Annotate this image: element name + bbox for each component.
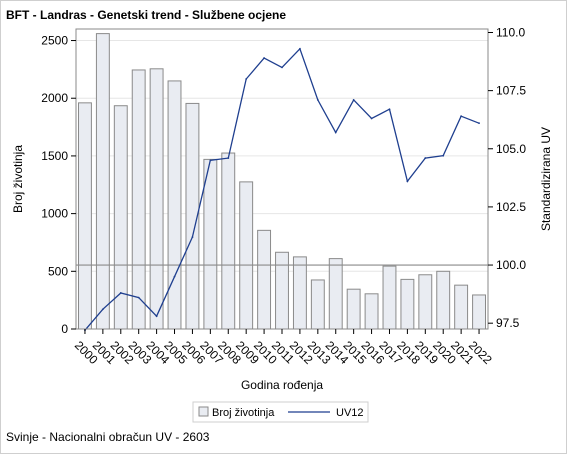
uv12-point-2017 — [388, 108, 391, 111]
uv12-point-2001 — [101, 308, 104, 311]
right-tick-label: 102.5 — [496, 200, 526, 214]
bar-2004 — [149, 68, 164, 330]
uv12-point-2021 — [460, 115, 463, 118]
legend-box — [192, 401, 369, 423]
bar-2009 — [239, 181, 254, 330]
bar-2016 — [364, 293, 379, 330]
uv12-point-2015 — [352, 99, 355, 101]
left-tick-label: 2500 — [41, 34, 68, 48]
legend-label-line: UV12 — [336, 407, 364, 419]
bar-2015 — [346, 288, 361, 330]
bar-2005 — [167, 80, 182, 330]
uv12-point-2007 — [209, 159, 212, 162]
uv12-point-2009 — [245, 78, 248, 80]
bar-2022 — [472, 294, 486, 330]
bar-2014 — [328, 258, 343, 330]
legend: Broj životinja UV12 — [192, 401, 369, 423]
uv12-point-2008 — [227, 157, 230, 159]
uv12-point-2013 — [316, 99, 319, 101]
uv12-point-2014 — [334, 131, 337, 134]
uv12-point-2018 — [406, 180, 409, 183]
uv12-point-2006 — [191, 236, 194, 239]
footnote: Svinje - Nacionalni obračun UV - 2603 — [6, 430, 210, 444]
bar-2020 — [436, 270, 451, 330]
bar-2013 — [310, 279, 325, 330]
bar-2012 — [292, 256, 307, 330]
bar-2021 — [454, 284, 469, 330]
uv12-point-2022 — [478, 122, 480, 125]
left-tick-label: 2000 — [41, 91, 68, 105]
uv12-point-2012 — [299, 47, 301, 50]
left-tick-label: 500 — [48, 264, 68, 278]
chart-title: BFT - Landras - Genetski trend - Služben… — [6, 8, 287, 22]
right-tick-label: 110.0 — [496, 25, 525, 39]
line-series — [84, 47, 480, 332]
axes: 0 500 1000 1500 2000 2500 97.5 100.0 102.5 105.0 1… — [11, 25, 553, 392]
bar-2017 — [382, 265, 397, 330]
bar-2018 — [400, 278, 415, 330]
uv12-point-2003 — [137, 296, 140, 299]
legend-label-bars: Broj životinja — [212, 407, 275, 419]
x-axis-title: Godina rođenja — [241, 378, 323, 392]
uv12-point-2005 — [173, 275, 176, 278]
left-axis-title: Broj životinja — [11, 145, 25, 213]
bar-2000 — [78, 102, 92, 330]
left-tick-label: 1500 — [41, 149, 68, 163]
right-tick-label: 105.0 — [496, 142, 526, 156]
bar-2010 — [257, 229, 272, 330]
right-axis-title: Standardizirana UV — [539, 127, 553, 231]
uv12-point-2004 — [155, 315, 158, 318]
right-tick-label: 97.5 — [496, 316, 520, 330]
uv12-point-2020 — [442, 154, 445, 157]
uv12-point-2016 — [370, 117, 373, 120]
left-tick-label: 1000 — [41, 207, 68, 221]
bar-2003 — [131, 69, 146, 330]
uv12-point-2011 — [281, 66, 283, 69]
uv12-point-2019 — [424, 157, 427, 159]
right-tick-label: 100.0 — [496, 258, 526, 272]
bar-2007 — [203, 158, 218, 330]
bar-2019 — [418, 274, 433, 330]
uv12-point-2010 — [263, 57, 265, 59]
bar-2008 — [221, 152, 236, 330]
legend-bar-swatch — [198, 406, 209, 417]
uv12-point-2002 — [119, 292, 122, 294]
right-tick-label: 107.5 — [496, 84, 526, 98]
bar-series — [78, 33, 486, 330]
bar-2001 — [95, 33, 110, 330]
bar-2011 — [275, 251, 289, 330]
left-tick-label: 0 — [61, 322, 68, 336]
bar-2002 — [113, 105, 128, 330]
